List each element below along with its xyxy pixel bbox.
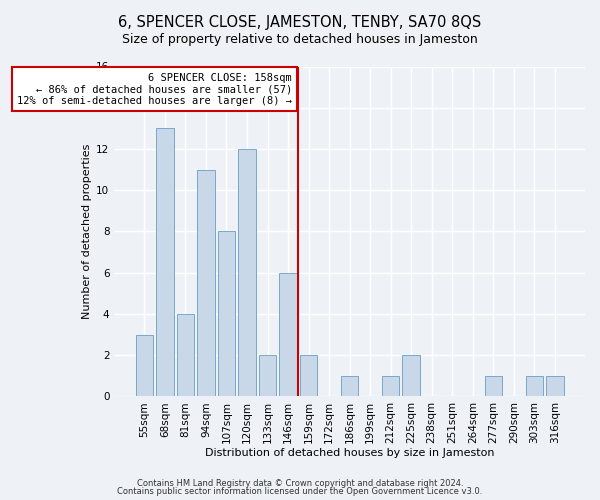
Text: Contains public sector information licensed under the Open Government Licence v3: Contains public sector information licen… xyxy=(118,487,482,496)
Bar xyxy=(526,376,543,396)
Y-axis label: Number of detached properties: Number of detached properties xyxy=(82,144,92,319)
Bar xyxy=(238,149,256,396)
Bar xyxy=(546,376,563,396)
Bar xyxy=(136,334,153,396)
Bar xyxy=(485,376,502,396)
Bar xyxy=(156,128,173,396)
Text: Size of property relative to detached houses in Jameston: Size of property relative to detached ho… xyxy=(122,32,478,46)
Bar xyxy=(177,314,194,396)
Bar xyxy=(300,355,317,397)
Bar xyxy=(341,376,358,396)
Bar xyxy=(259,355,276,397)
Text: 6, SPENCER CLOSE, JAMESTON, TENBY, SA70 8QS: 6, SPENCER CLOSE, JAMESTON, TENBY, SA70 … xyxy=(118,15,482,30)
Bar xyxy=(197,170,215,396)
X-axis label: Distribution of detached houses by size in Jameston: Distribution of detached houses by size … xyxy=(205,448,494,458)
Bar xyxy=(280,272,297,396)
Bar xyxy=(403,355,420,397)
Text: 6 SPENCER CLOSE: 158sqm
← 86% of detached houses are smaller (57)
12% of semi-de: 6 SPENCER CLOSE: 158sqm ← 86% of detache… xyxy=(17,72,292,106)
Bar xyxy=(218,232,235,396)
Bar xyxy=(382,376,400,396)
Text: Contains HM Land Registry data © Crown copyright and database right 2024.: Contains HM Land Registry data © Crown c… xyxy=(137,478,463,488)
